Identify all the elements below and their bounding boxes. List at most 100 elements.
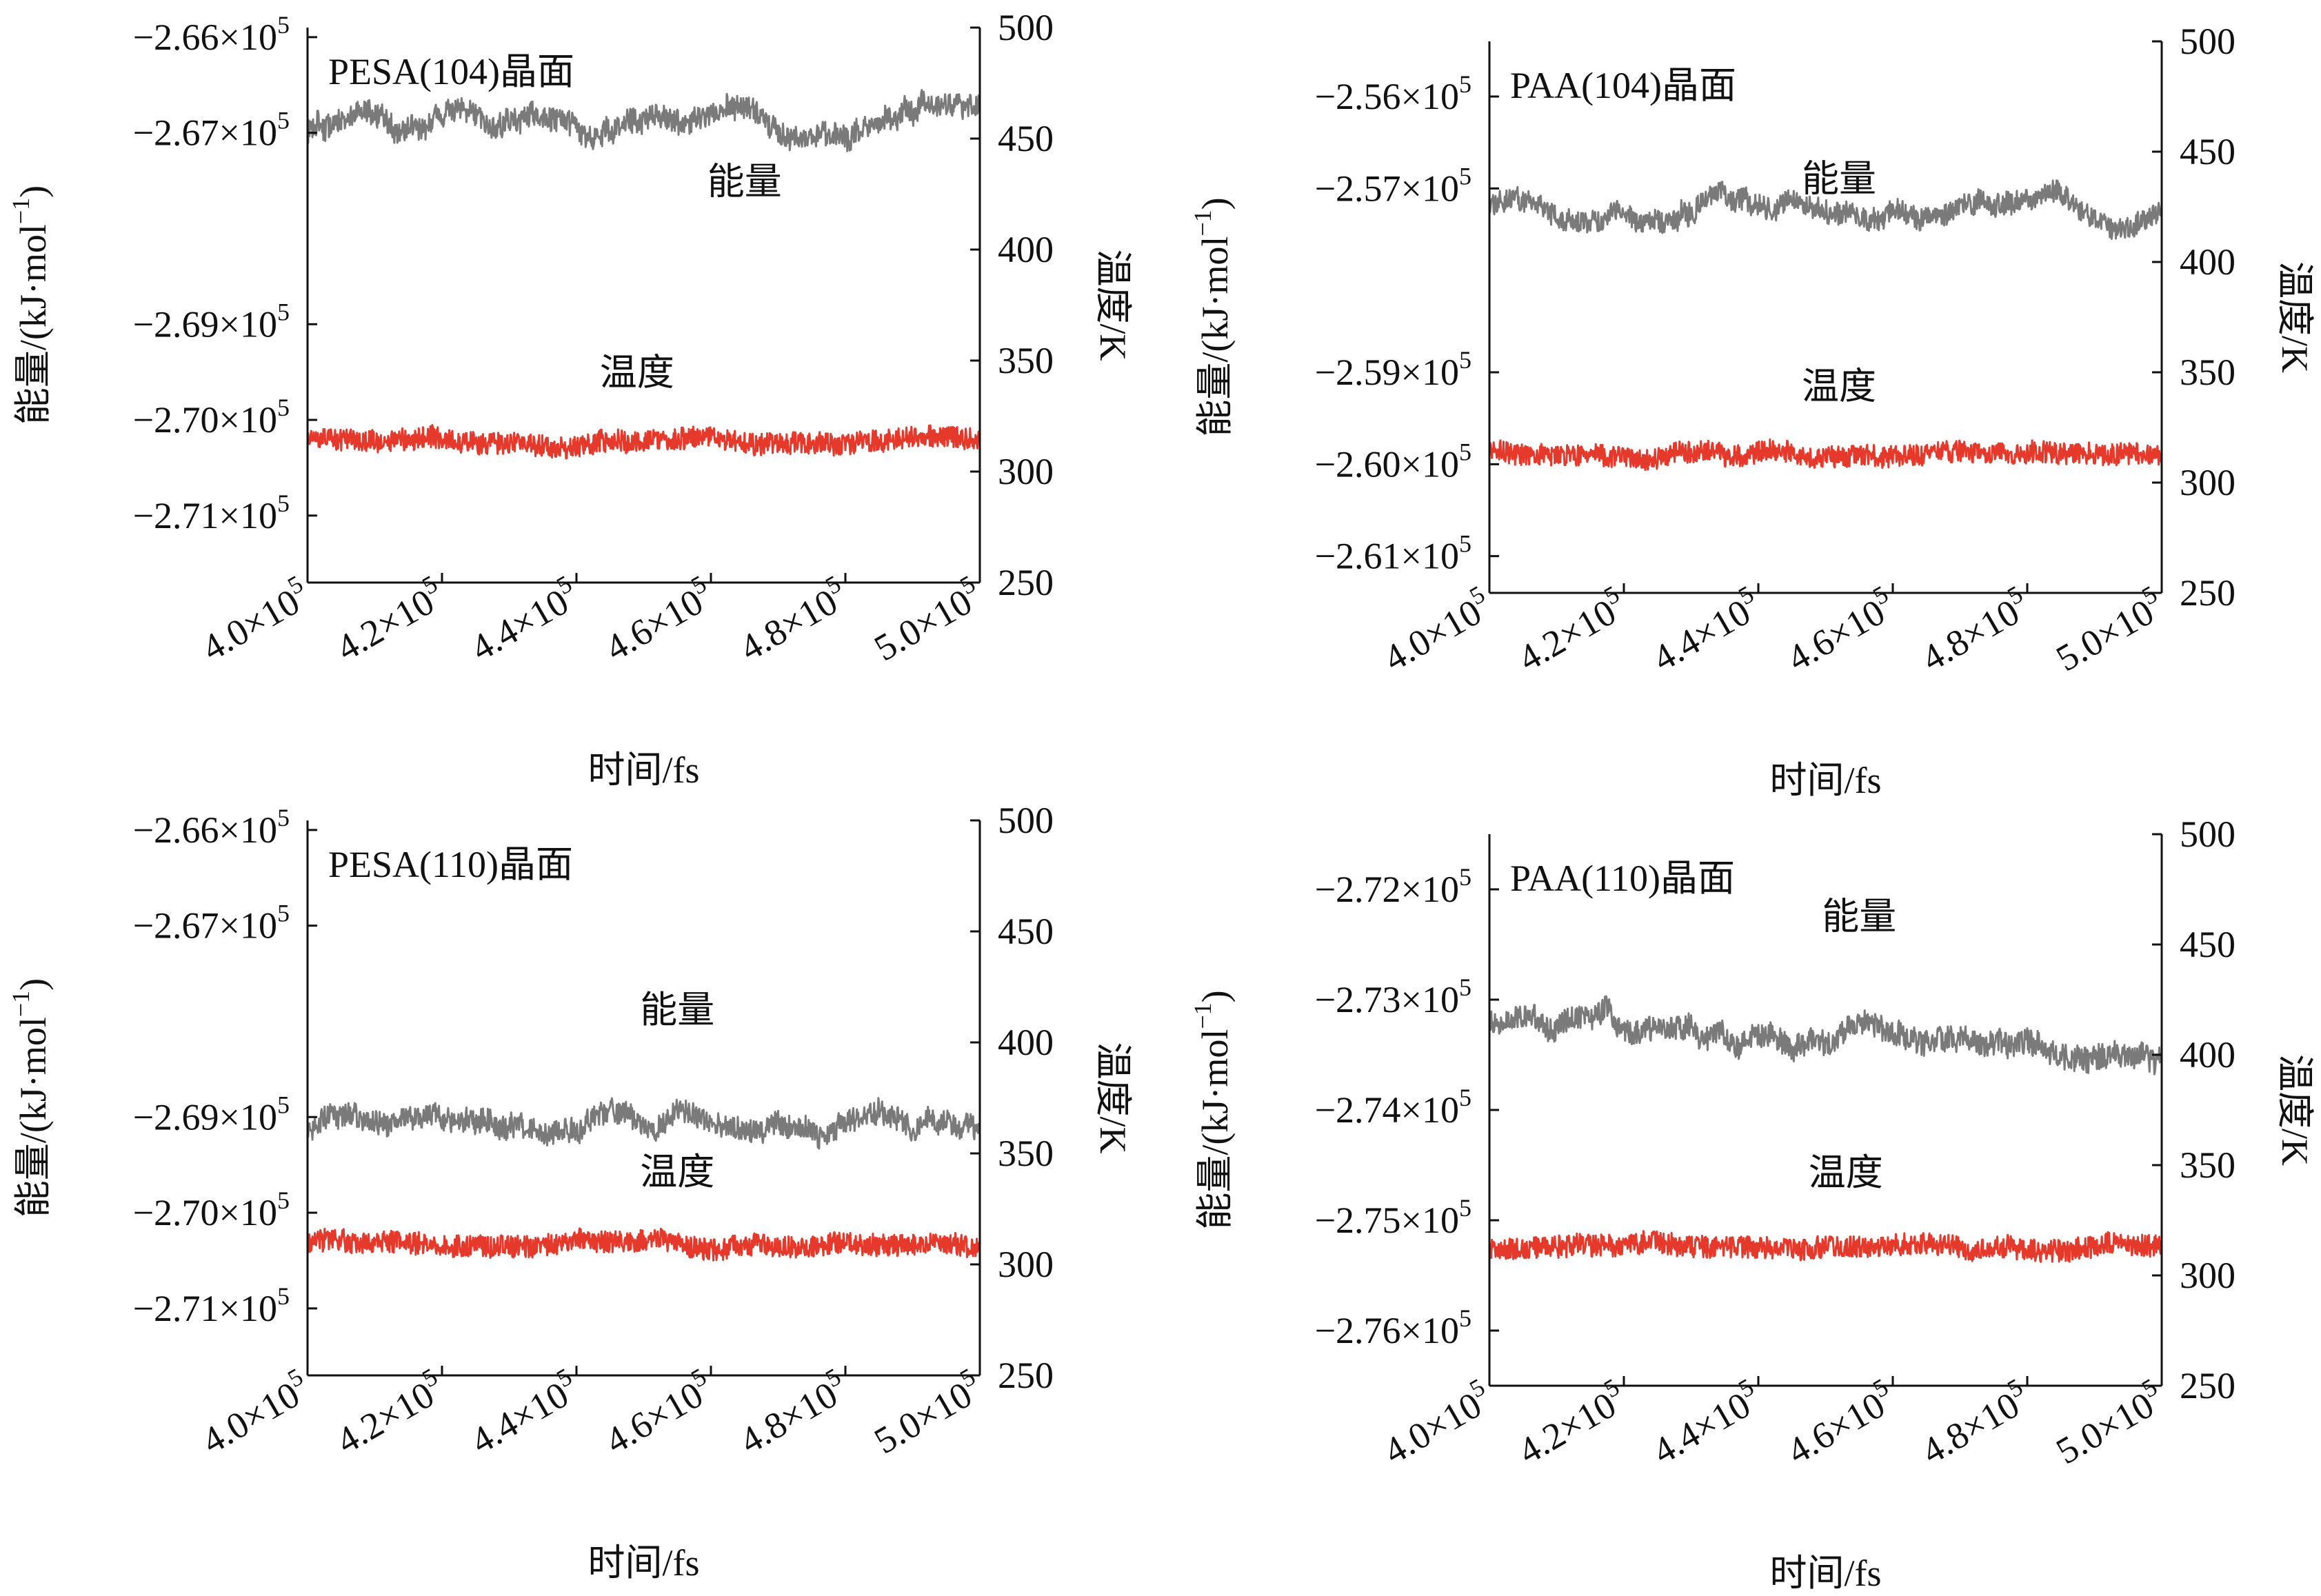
y-left-tick-label: −2.59×105 <box>1315 346 1471 393</box>
y-right-tick-label: 250 <box>2180 1365 2235 1406</box>
y-axis-left-label: 能量/(kJ·mol−1) <box>7 185 54 425</box>
series-annotation: 温度 <box>640 1151 714 1193</box>
x-tick-label: 4.2×105 <box>327 1363 452 1462</box>
x-tick-label: 4.2×105 <box>327 570 452 669</box>
y-left-tick-label: −2.75×105 <box>1315 1194 1471 1241</box>
y-axis-right-label: 温度/K <box>1092 1042 1134 1154</box>
x-tick-label: 5.0×105 <box>865 1363 989 1462</box>
y-left-tick-label: −2.69×105 <box>133 298 290 345</box>
y-right-tick-label: 450 <box>998 118 1054 159</box>
x-tick-label: 4.8×105 <box>1912 580 2037 680</box>
y-right-tick-label: 400 <box>2180 1034 2235 1075</box>
y-axis-right-label: 温度/K <box>2274 1054 2315 1166</box>
y-left-tick-label: −2.76×105 <box>1315 1304 1471 1351</box>
panel-title: PAA(104)晶面 <box>1510 65 1736 106</box>
y-right-tick-label: 350 <box>2180 352 2235 393</box>
panel-title: PAA(110)晶面 <box>1510 858 1735 899</box>
y-right-tick-label: 500 <box>2180 814 2235 855</box>
x-tick-label: 4.4×105 <box>461 570 586 669</box>
series-line-energy <box>1489 995 2163 1075</box>
y-right-tick-label: 300 <box>998 451 1054 492</box>
x-tick-label: 5.0×105 <box>865 570 989 669</box>
series-annotation: 能量 <box>640 989 714 1031</box>
x-axis-label: 时间/fs <box>588 1542 700 1584</box>
y-right-tick-label: 350 <box>998 1133 1054 1174</box>
y-left-tick-label: −2.56×105 <box>1315 70 1471 117</box>
x-tick-label: 4.8×105 <box>730 570 855 669</box>
x-tick-label: 4.4×105 <box>1643 1373 1768 1473</box>
x-axis-label: 时间/fs <box>1770 1553 1882 1594</box>
panel-pesa-104: 4.0×105 4.2×105 4.4×105 4.6×105 4.8×105 5.0×1… <box>7 7 1134 791</box>
x-tick-label: 4.0×105 <box>1374 580 1499 680</box>
y-right-tick-label: 500 <box>998 800 1054 841</box>
y-left-tick-label: −2.72×105 <box>1315 863 1471 910</box>
y-right-tick-label: 400 <box>2180 241 2235 283</box>
y-left-tick-label: −2.67×105 <box>133 107 290 154</box>
series-annotation: 能量 <box>1802 159 1876 200</box>
y-left-tick-label: −2.70×105 <box>133 1186 290 1233</box>
y-left-tick-label: −2.73×105 <box>1315 973 1471 1020</box>
y-left-tick-label: −2.57×105 <box>1315 162 1471 209</box>
y-left-tick-label: −2.60×105 <box>1315 438 1471 485</box>
y-axis-left-label: 能量/(kJ·mol−1) <box>7 978 54 1218</box>
y-right-tick-label: 300 <box>2180 1255 2235 1296</box>
y-right-tick-label: 250 <box>998 562 1054 603</box>
x-tick-label: 4.2×105 <box>1509 580 1634 680</box>
y-right-tick-label: 500 <box>2180 21 2235 62</box>
series-annotation: 能量 <box>707 161 782 203</box>
y-left-tick-label: −2.69×105 <box>133 1091 290 1138</box>
y-left-tick-label: −2.74×105 <box>1315 1084 1471 1131</box>
y-axis-right-label: 温度/K <box>2274 261 2315 373</box>
y-right-tick-label: 450 <box>998 911 1054 952</box>
x-tick-label: 4.4×105 <box>1643 580 1768 680</box>
y-left-tick-label: −2.70×105 <box>133 394 290 441</box>
x-tick-label: 4.6×105 <box>1778 1373 1902 1473</box>
y-right-tick-label: 300 <box>998 1244 1054 1285</box>
series-line-temperature <box>1488 438 2163 472</box>
y-right-tick-label: 400 <box>998 1022 1054 1063</box>
panel-paa-110: 4.0×105 4.2×105 4.4×105 4.6×105 4.8×105 5.0×1… <box>1189 814 2315 1594</box>
panel-pesa-110: 4.0×105 4.2×105 4.4×105 4.6×105 4.8×105 5.0×1… <box>7 800 1134 1584</box>
y-right-tick-label: 450 <box>2180 924 2235 965</box>
series-line-temperature <box>1488 1230 2162 1263</box>
x-tick-label: 5.0×105 <box>2047 580 2171 680</box>
x-tick-label: 4.0×105 <box>1374 1373 1499 1473</box>
y-axis-left-label: 能量/(kJ·mol−1) <box>1189 197 1236 436</box>
x-tick-label: 4.8×105 <box>730 1363 855 1462</box>
x-axis-label: 时间/fs <box>588 749 700 791</box>
panel-title: PESA(104)晶面 <box>328 51 574 92</box>
series-line-temperature <box>306 1227 981 1262</box>
y-right-tick-label: 500 <box>998 7 1054 48</box>
series-annotation: 温度 <box>600 352 674 393</box>
series-line-energy <box>1488 179 2163 240</box>
y-right-tick-label: 400 <box>998 229 1054 270</box>
series-annotation: 温度 <box>1802 365 1876 407</box>
x-tick-label: 4.6×105 <box>1778 580 1902 680</box>
y-axis-left-label: 能量/(kJ·mol−1) <box>1189 990 1236 1229</box>
y-right-tick-label: 450 <box>2180 131 2235 172</box>
y-left-tick-label: −2.71×105 <box>133 489 290 536</box>
y-right-tick-label: 250 <box>998 1355 1054 1396</box>
series-annotation: 能量 <box>1822 896 1896 938</box>
series-line-energy <box>306 1097 981 1150</box>
y-right-tick-label: 300 <box>2180 462 2235 503</box>
x-tick-label: 4.0×105 <box>192 1363 317 1462</box>
y-left-tick-label: −2.71×105 <box>133 1282 290 1329</box>
y-left-tick-label: −2.66×105 <box>133 11 290 58</box>
x-axis-label: 时间/fs <box>1770 760 1882 801</box>
y-left-tick-label: −2.67×105 <box>133 900 290 947</box>
series-line-energy <box>306 89 981 152</box>
y-left-tick-label: −2.66×105 <box>133 804 290 851</box>
y-left-tick-label: −2.61×105 <box>1315 530 1471 577</box>
y-right-tick-label: 250 <box>2180 572 2235 614</box>
x-tick-label: 4.0×105 <box>192 570 317 669</box>
x-tick-label: 4.2×105 <box>1509 1373 1634 1473</box>
x-tick-label: 4.4×105 <box>461 1363 586 1462</box>
x-tick-label: 4.6×105 <box>596 1363 721 1462</box>
y-axis-right-label: 温度/K <box>1092 250 1134 361</box>
x-tick-label: 5.0×105 <box>2047 1373 2171 1473</box>
y-right-tick-label: 350 <box>998 340 1054 381</box>
series-line-temperature <box>306 424 981 460</box>
series-annotation: 温度 <box>1809 1152 1883 1193</box>
